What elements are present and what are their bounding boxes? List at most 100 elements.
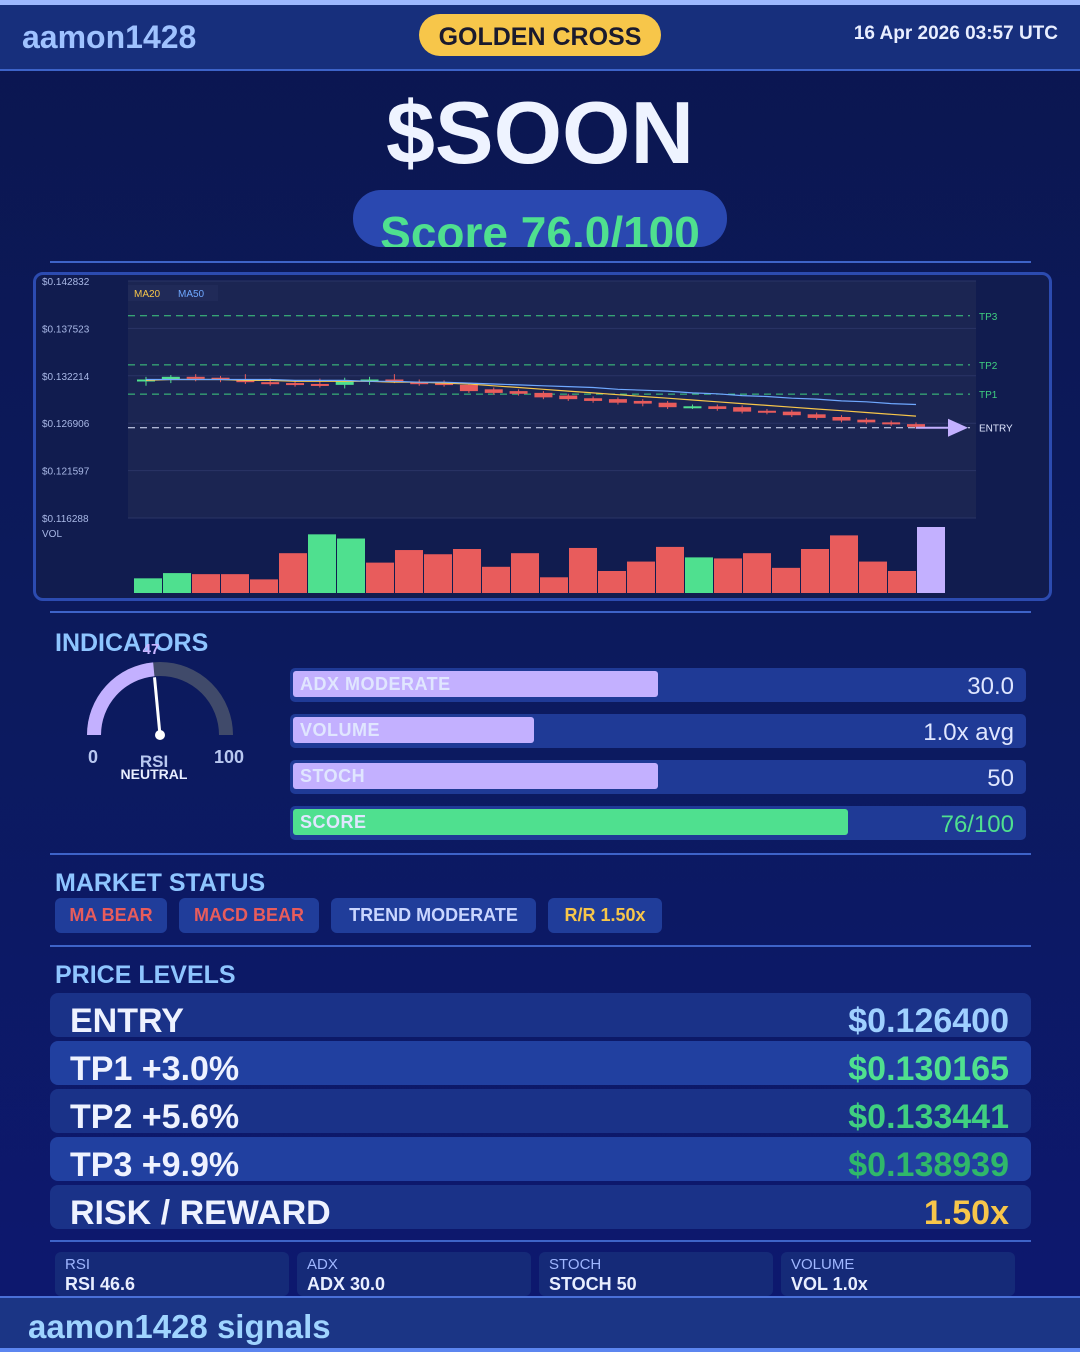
volume-bar — [917, 527, 945, 593]
volume-bar — [888, 571, 916, 593]
candle — [733, 407, 752, 412]
level-name: TP3 +9.9% — [70, 1146, 240, 1184]
candle — [907, 424, 925, 427]
candle — [410, 382, 429, 385]
candle — [137, 379, 155, 382]
volume-bar — [540, 577, 568, 593]
mini-stat-adx: ADX ADX 30.0 — [297, 1252, 531, 1296]
volume-bar — [685, 557, 713, 593]
price-chart-svg: $0.142832 $0.137523 $0.132214 $0.126906 $0.1… — [42, 277, 1013, 593]
indicator-bar-value: 1.0x avg — [923, 719, 1014, 746]
level-name: TP2 +5.6% — [70, 1098, 240, 1136]
volume-bar — [598, 571, 626, 593]
volume-bar — [424, 554, 452, 593]
rsi-gauge-fill — [87, 662, 155, 736]
candle — [211, 377, 230, 380]
level-value: 1.50x — [923, 1194, 1009, 1232]
divider — [50, 945, 1031, 947]
indicator-bar-label: SCORE — [300, 812, 367, 832]
volume-bar — [250, 579, 278, 593]
footer-text: aamon1428 signals — [28, 1308, 331, 1345]
rsi-gauge-value: 47 — [142, 641, 160, 658]
candle — [584, 398, 603, 401]
status-chip-rr: R/R 1.50x — [548, 898, 662, 933]
y-tick-label: $0.126906 — [42, 419, 90, 430]
volume-bar — [801, 549, 829, 593]
volume-bar — [134, 578, 162, 593]
volume-bar — [192, 574, 220, 593]
price-levels-title: PRICE LEVELS — [55, 961, 236, 989]
level-row-tp2: TP2 +5.6% $0.133441 — [50, 1089, 1031, 1136]
indicator-bar-value: 30.0 — [967, 673, 1014, 700]
candle — [435, 383, 454, 386]
divider — [50, 261, 1031, 263]
footer-accent-line — [0, 1348, 1080, 1352]
y-tick-label: $0.132214 — [42, 372, 90, 383]
volume-bar — [714, 558, 742, 593]
level-value: $0.133441 — [848, 1098, 1009, 1136]
mini-stat-title: VOLUME — [791, 1256, 855, 1273]
level-name: ENTRY — [70, 1002, 184, 1040]
level-value: $0.130165 — [848, 1050, 1009, 1088]
chart-legend — [128, 285, 218, 301]
ma20-line — [145, 378, 917, 417]
indicator-bar-label: STOCH — [300, 766, 366, 786]
volume-bar — [511, 553, 539, 593]
brand-name: aamon1428 — [22, 19, 197, 55]
y-tick-label: $0.121597 — [42, 467, 90, 478]
candle — [658, 402, 677, 408]
volume-bar — [772, 567, 800, 593]
candle — [782, 411, 801, 416]
rsi-gauge-hub — [155, 730, 165, 740]
candle — [608, 399, 627, 403]
volume-bar — [221, 574, 249, 593]
volume-bar — [395, 550, 423, 593]
volume-bar — [308, 534, 336, 593]
header-bar: aamon1428 GOLDEN CROSS 16 Apr 2026 03:57… — [0, 5, 1080, 71]
volume-bar — [453, 549, 481, 593]
indicators-title: INDICATORS — [55, 629, 209, 657]
level-value: $0.138939 — [848, 1146, 1009, 1184]
candle — [286, 383, 305, 386]
ma50-line — [146, 378, 917, 406]
y-tick-label: $0.116288 — [42, 514, 89, 525]
score-text: Score 76.0/100 — [380, 207, 700, 247]
candle — [807, 414, 826, 418]
footer-bar: aamon1428 signals — [0, 1296, 1080, 1352]
indicator-bar-fill — [293, 717, 534, 743]
candle — [857, 419, 876, 423]
volume-bar — [859, 561, 887, 593]
market-status-title: MARKET STATUS — [55, 869, 266, 897]
candle — [261, 382, 280, 385]
ticker-symbol: $SOON — [385, 83, 695, 182]
mini-stat-volume: VOLUME VOL 1.0x — [781, 1252, 1015, 1296]
divider — [50, 611, 1031, 613]
rsi-gauge-max: 100 — [214, 747, 245, 767]
level-label-tp2: TP2 — [979, 361, 998, 372]
entry-arrow-head — [948, 418, 968, 437]
volume-bar — [366, 562, 394, 593]
candle — [708, 406, 727, 409]
level-row-tp3: TP3 +9.9% $0.138939 — [50, 1137, 1031, 1184]
divider — [50, 853, 1031, 855]
candle — [360, 379, 379, 382]
candle — [683, 406, 702, 409]
level-row-entry: ENTRY $0.126400 — [50, 993, 1031, 1040]
price-chart: $0.142832 $0.137523 $0.132214 $0.126906 $0.1… — [33, 272, 1052, 601]
rsi-gauge-label: RSI — [139, 752, 169, 771]
rsi-gauge — [87, 662, 233, 740]
indicator-bar-label: VOLUME — [300, 720, 381, 740]
volume-bar — [163, 573, 191, 593]
indicator-bar-score: SCORE 76/100 — [290, 806, 1026, 840]
indicator-bar-adx: ADX MODERATE 30.0 — [290, 668, 1026, 702]
indicator-bar-fill — [293, 671, 658, 697]
volume-bar — [337, 538, 365, 593]
rsi-gauge-needle — [153, 677, 162, 736]
indicator-bar-stoch: STOCH 50 — [290, 760, 1026, 794]
mini-stat-value: ADX 30.0 — [307, 1274, 386, 1294]
candle — [335, 381, 354, 385]
divider — [50, 1240, 1031, 1242]
legend-ma20: MA20 — [134, 289, 161, 300]
indicator-bar-value: 50 — [987, 765, 1014, 792]
volume-bar — [830, 535, 858, 593]
